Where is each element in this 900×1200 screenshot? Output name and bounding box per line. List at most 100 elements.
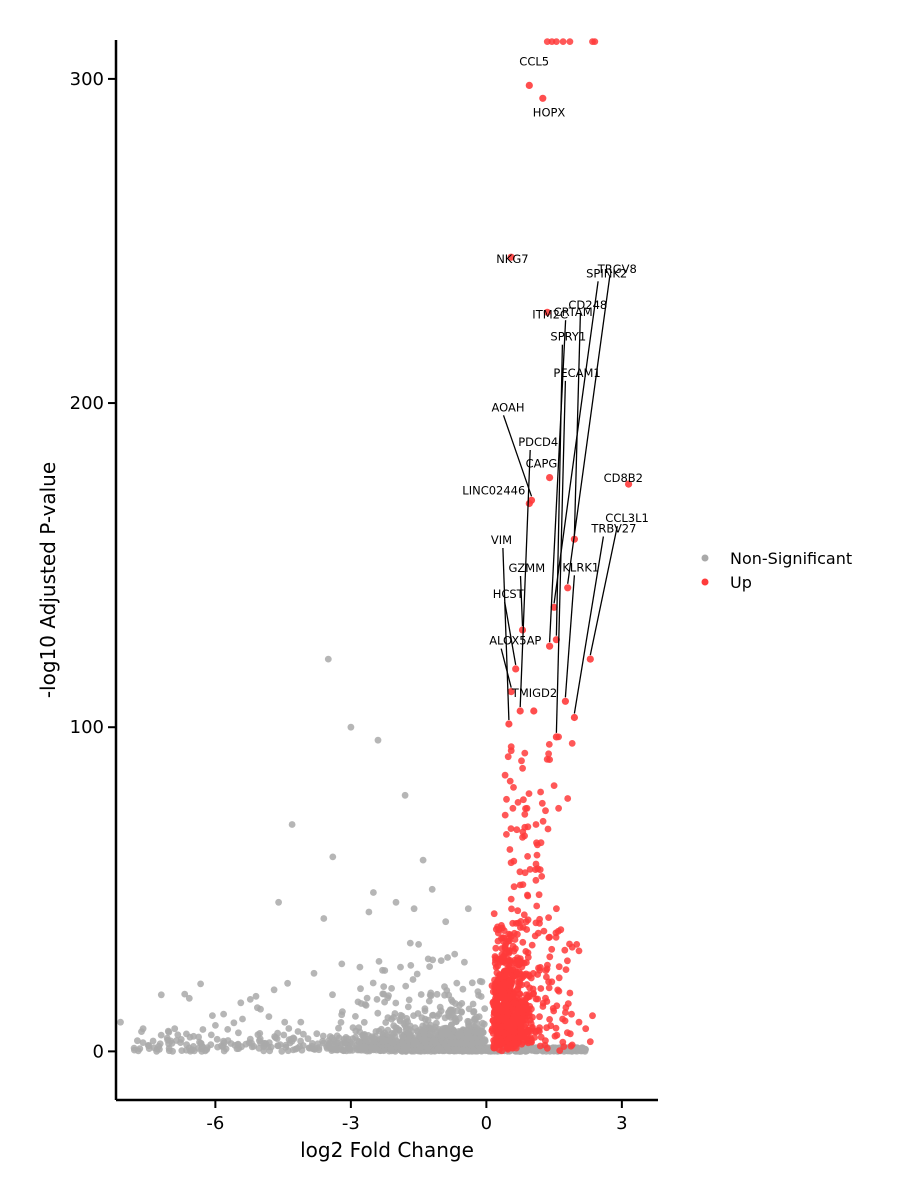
non-significant-point <box>406 939 414 947</box>
non-significant-point <box>149 1037 157 1045</box>
leader-line-spry1 <box>555 344 564 636</box>
non-significant-point <box>479 1019 486 1027</box>
non-significant-point <box>367 1037 374 1045</box>
gene-label-alox5ap: ALOX5AP <box>489 634 541 648</box>
non-significant-point <box>185 994 193 1002</box>
point-itm2c <box>543 308 551 316</box>
non-significant-point <box>224 1026 232 1033</box>
up-point <box>517 918 525 925</box>
up-point <box>500 953 507 961</box>
non-significant-point <box>347 723 355 731</box>
non-significant-point <box>402 982 410 990</box>
non-significant-point <box>297 1018 305 1026</box>
up-point <box>532 860 540 868</box>
non-significant-point <box>468 979 476 987</box>
up-point <box>497 971 504 979</box>
up-point <box>521 749 529 757</box>
non-significant-point <box>190 1043 197 1050</box>
legend: Non-Significant Up <box>701 549 852 592</box>
non-significant-point <box>199 1026 207 1033</box>
non-significant-point <box>456 1014 463 1022</box>
gene-labels-layer: CCL5 HOPX NKG7 ITM2C SPINK2 CRTAM TRGV8 SPRY1 AO… <box>462 54 649 733</box>
up-point <box>518 981 525 989</box>
up-point <box>543 38 551 45</box>
gene-label-ccl3l1: CCL3L1 <box>605 511 649 525</box>
gene-label-cd8b2: CD8B2 <box>604 471 643 485</box>
legend-marker-non-significant <box>701 554 709 562</box>
non-significant-point <box>284 979 291 987</box>
up-point <box>507 859 515 867</box>
point-spink2 <box>550 603 558 611</box>
up-point <box>503 795 510 803</box>
up-point <box>582 1025 590 1033</box>
non-significant-point <box>319 1037 326 1045</box>
non-significant-point <box>464 905 472 913</box>
up-point <box>550 782 558 789</box>
non-significant-point <box>164 1027 172 1035</box>
up-point <box>561 1017 569 1025</box>
up-point <box>556 1047 564 1054</box>
non-significant-point <box>474 988 482 995</box>
non-significant-point <box>419 856 427 864</box>
non-significant-point <box>237 999 245 1007</box>
non-significant-point <box>272 1034 279 1041</box>
up-point <box>566 38 574 45</box>
up-point <box>554 986 562 994</box>
up-point <box>506 777 514 785</box>
leader-line-cd248 <box>573 313 582 536</box>
up-point <box>510 883 518 891</box>
non-significant-point <box>465 1005 473 1013</box>
leader-line-pecam1 <box>555 380 567 733</box>
point-crtam <box>546 642 554 650</box>
up-point <box>519 881 527 888</box>
up-point <box>498 945 506 952</box>
point-ccl3l1 <box>586 655 594 663</box>
up-point <box>524 949 532 957</box>
non-significant-point <box>209 1012 216 1019</box>
up-point <box>504 753 512 761</box>
non-significant-point <box>281 1018 289 1026</box>
non-significant-point <box>288 821 296 828</box>
non-significant-point <box>441 991 448 999</box>
non-significant-point <box>576 1045 583 1053</box>
non-significant-point <box>401 791 409 799</box>
non-significant-point <box>230 1019 238 1027</box>
non-significant-point <box>319 1032 327 1040</box>
up-point <box>520 972 527 980</box>
up-point <box>546 953 554 961</box>
non-significant-point <box>246 996 254 1003</box>
gene-label-tmigd2: TMIGD2 <box>511 686 557 700</box>
up-point <box>557 926 565 934</box>
up-point <box>490 910 498 918</box>
non-significant-point <box>417 991 425 998</box>
up-point <box>491 982 498 990</box>
non-significant-point <box>407 962 415 969</box>
non-significant-point <box>339 1046 347 1054</box>
non-significant-point <box>238 1043 245 1051</box>
up-point <box>497 958 504 966</box>
point-gzmm <box>518 626 527 634</box>
up-point <box>526 1002 534 1010</box>
up-point <box>552 929 560 937</box>
non-significant-point <box>473 1028 481 1036</box>
non-significant-point <box>197 980 205 988</box>
up-point <box>566 989 574 997</box>
up-point <box>538 873 546 880</box>
non-significant-point <box>183 1030 190 1038</box>
x-axis-title: log2 Fold Change <box>300 1138 474 1162</box>
non-significant-point <box>294 1044 301 1052</box>
non-significant-point <box>392 999 400 1007</box>
non-significant-point <box>157 1031 165 1039</box>
gene-label-aoah: AOAH <box>492 400 525 414</box>
up-point <box>525 991 533 998</box>
non-significant-point <box>329 853 337 861</box>
up-point <box>566 1030 574 1038</box>
up-point <box>494 923 501 931</box>
non-significant-point <box>447 1032 454 1040</box>
up-point <box>518 757 525 765</box>
non-significant-point <box>313 1030 321 1038</box>
up-point <box>553 1002 561 1010</box>
non-significant-point <box>441 983 448 991</box>
non-significant-point <box>356 963 364 971</box>
